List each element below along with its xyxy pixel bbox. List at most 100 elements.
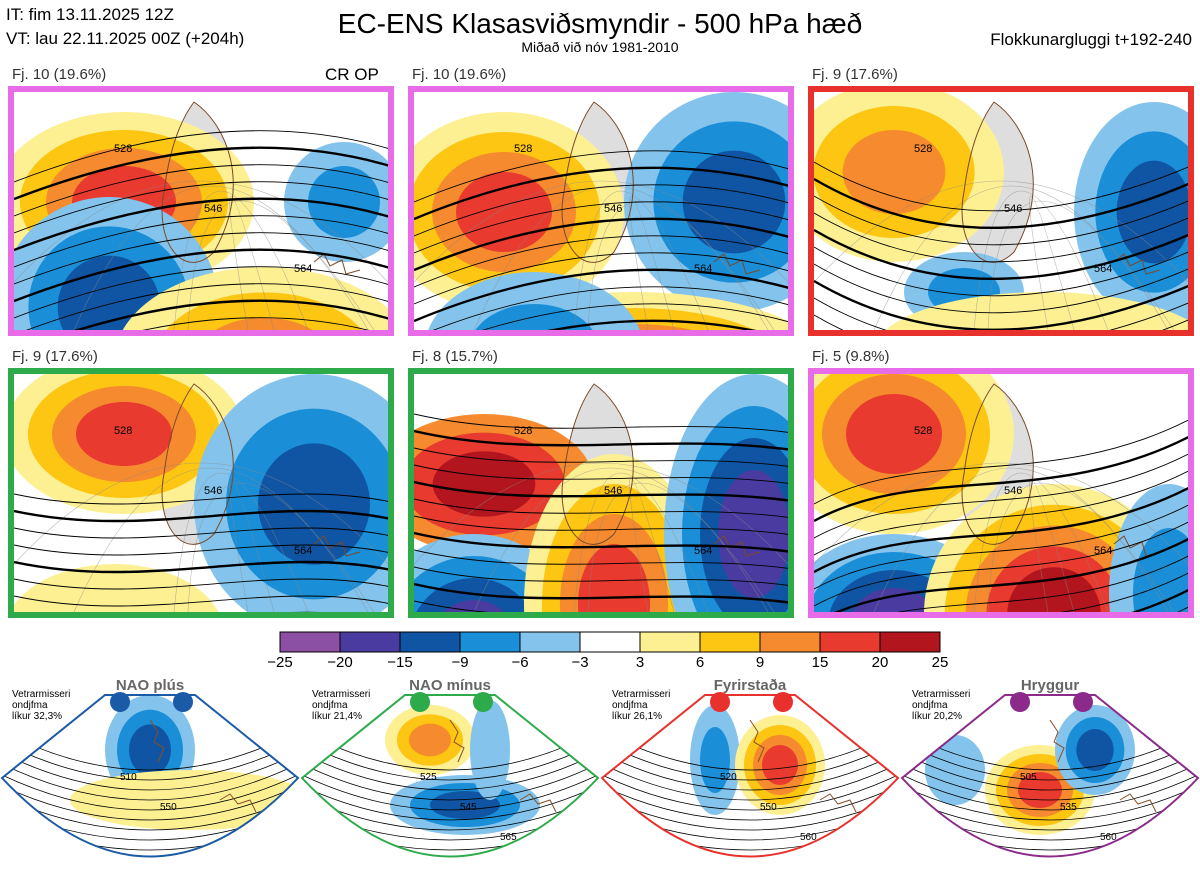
colorbar-swatch: [339, 631, 401, 653]
anomaly-region: [842, 130, 946, 214]
contour-line: [14, 232, 388, 285]
colorbar-tick-label: −25: [267, 654, 293, 671]
regime-marker-dot: [1073, 692, 1093, 712]
anomaly-map: 528 546 564: [414, 374, 788, 612]
colorbar-tick-label: 9: [755, 654, 765, 671]
contour-line: [14, 527, 388, 539]
regime-note: Vetrarmisseri ondjfma líkur 21,4%: [312, 689, 370, 722]
cluster-map-panel: 528 546 564: [808, 86, 1194, 336]
contour-line: [414, 600, 489, 612]
colorbar-swatch: [519, 631, 581, 653]
contour-line-thick: [14, 197, 388, 252]
contour-line: [14, 266, 388, 319]
contour-line-thick: [834, 537, 1188, 612]
contour-line: [481, 303, 788, 330]
contour-line: [414, 566, 788, 586]
regime-marker-dot: [473, 692, 493, 712]
regime-note-line: Vetrarmisseri: [912, 689, 971, 700]
regime-note: Vetrarmisseri ondjfma líkur 20,2%: [912, 689, 970, 722]
cluster-caption: Fj. 5 (9.8%): [812, 348, 890, 365]
contour-line-thick: [814, 435, 1188, 523]
graticule-line: [473, 185, 769, 330]
cluster-map-panel: 528 546 564: [408, 86, 794, 336]
contour-line-thick: [14, 560, 388, 574]
contour-label: 564: [694, 263, 712, 275]
colorbar-tick-label: −6: [511, 654, 529, 671]
colorbar-tick-label: −3: [571, 654, 589, 671]
regime-note-line: Vetrarmisseri: [612, 689, 671, 700]
anomaly-region: [258, 443, 370, 565]
contour-label: 528: [514, 425, 532, 437]
graticule-line: [14, 462, 388, 565]
regime-contour-label: 520: [720, 772, 737, 783]
regime-anomaly: [409, 723, 451, 757]
regime-anomaly: [1076, 729, 1114, 771]
contour-line: [414, 252, 788, 305]
cluster-map-panel: 528 546 564: [808, 368, 1194, 618]
page-title: EC-ENS Klasasviðsmyndir - 500 hPa hæð: [337, 8, 863, 39]
regime-contour-label: 510: [120, 772, 137, 783]
colorbar-tick-label: 3: [635, 654, 645, 671]
contour-line: [414, 464, 788, 484]
regime-contour: [902, 762, 1198, 801]
graticule-line: [229, 477, 275, 612]
contour-line: [14, 130, 388, 183]
colorbar-tick-label: −9: [451, 654, 469, 671]
contour-label: 528: [914, 143, 932, 155]
regime-anomaly: [700, 727, 730, 793]
regime-contour-label: 505: [1020, 772, 1037, 783]
graticule-line: [587, 482, 775, 612]
contour-line-thick: [14, 146, 388, 201]
regime-anomaly: [129, 724, 171, 776]
graticule-line: [414, 462, 788, 565]
contour-line: [814, 246, 1188, 297]
anomaly-region: [432, 451, 536, 517]
contour-line: [896, 555, 1188, 612]
colorbar-tick-label: 6: [695, 654, 705, 671]
colorbar-swatch: [699, 631, 761, 653]
contour-line-thick: [414, 268, 788, 323]
regime-contour: [302, 762, 598, 801]
contour-line: [814, 470, 1188, 556]
graticule-line: [587, 200, 775, 330]
regime-contour: [602, 773, 898, 811]
contour-line: [414, 413, 788, 433]
contour-line: [26, 283, 388, 330]
regime-note-line: ondjfma: [612, 700, 648, 711]
regime-contour-label: 525: [420, 772, 437, 783]
anomaly-region: [682, 150, 786, 254]
coastline: [561, 101, 761, 275]
regime-note-line: líkur 20,2%: [912, 711, 963, 722]
contour-label: 528: [114, 143, 132, 155]
contour-label: 528: [514, 143, 532, 155]
graticule-line: [473, 467, 769, 612]
contour-line-thick: [14, 509, 388, 523]
regime-outline: [600, 694, 900, 858]
regime-title: NAO plús: [115, 677, 185, 694]
regime-contour-label: 560: [1100, 832, 1117, 843]
regime-marker-dot: [173, 692, 193, 712]
regime-contour: [302, 784, 598, 821]
contour-label: 546: [204, 203, 222, 215]
colorbar-swatch: [279, 631, 341, 653]
contour-line-thick: [414, 531, 788, 553]
cluster-caption: Fj. 9 (17.6%): [812, 66, 898, 83]
contour-line: [814, 419, 1188, 505]
contour-line-thick: [814, 228, 1188, 281]
anomaly-map: 528 546 564: [414, 92, 788, 330]
regime-contour: [602, 762, 898, 801]
anomaly-region: [578, 544, 650, 612]
contour-line-thick: [1131, 588, 1188, 612]
regime-contour: [2, 784, 298, 821]
contour-label: 546: [604, 203, 622, 215]
contour-label: 546: [604, 485, 622, 497]
regime-contour: [902, 751, 1198, 791]
contour-label: 564: [694, 545, 712, 557]
colorbar-swatch: [459, 631, 521, 653]
graticule-line: [1029, 195, 1075, 330]
regime-outline: [0, 694, 300, 858]
regime-contour: [2, 773, 298, 811]
anomaly-map: 528 546 564: [814, 92, 1188, 330]
anomaly-region: [76, 402, 172, 466]
regime-anomaly: [925, 735, 985, 805]
